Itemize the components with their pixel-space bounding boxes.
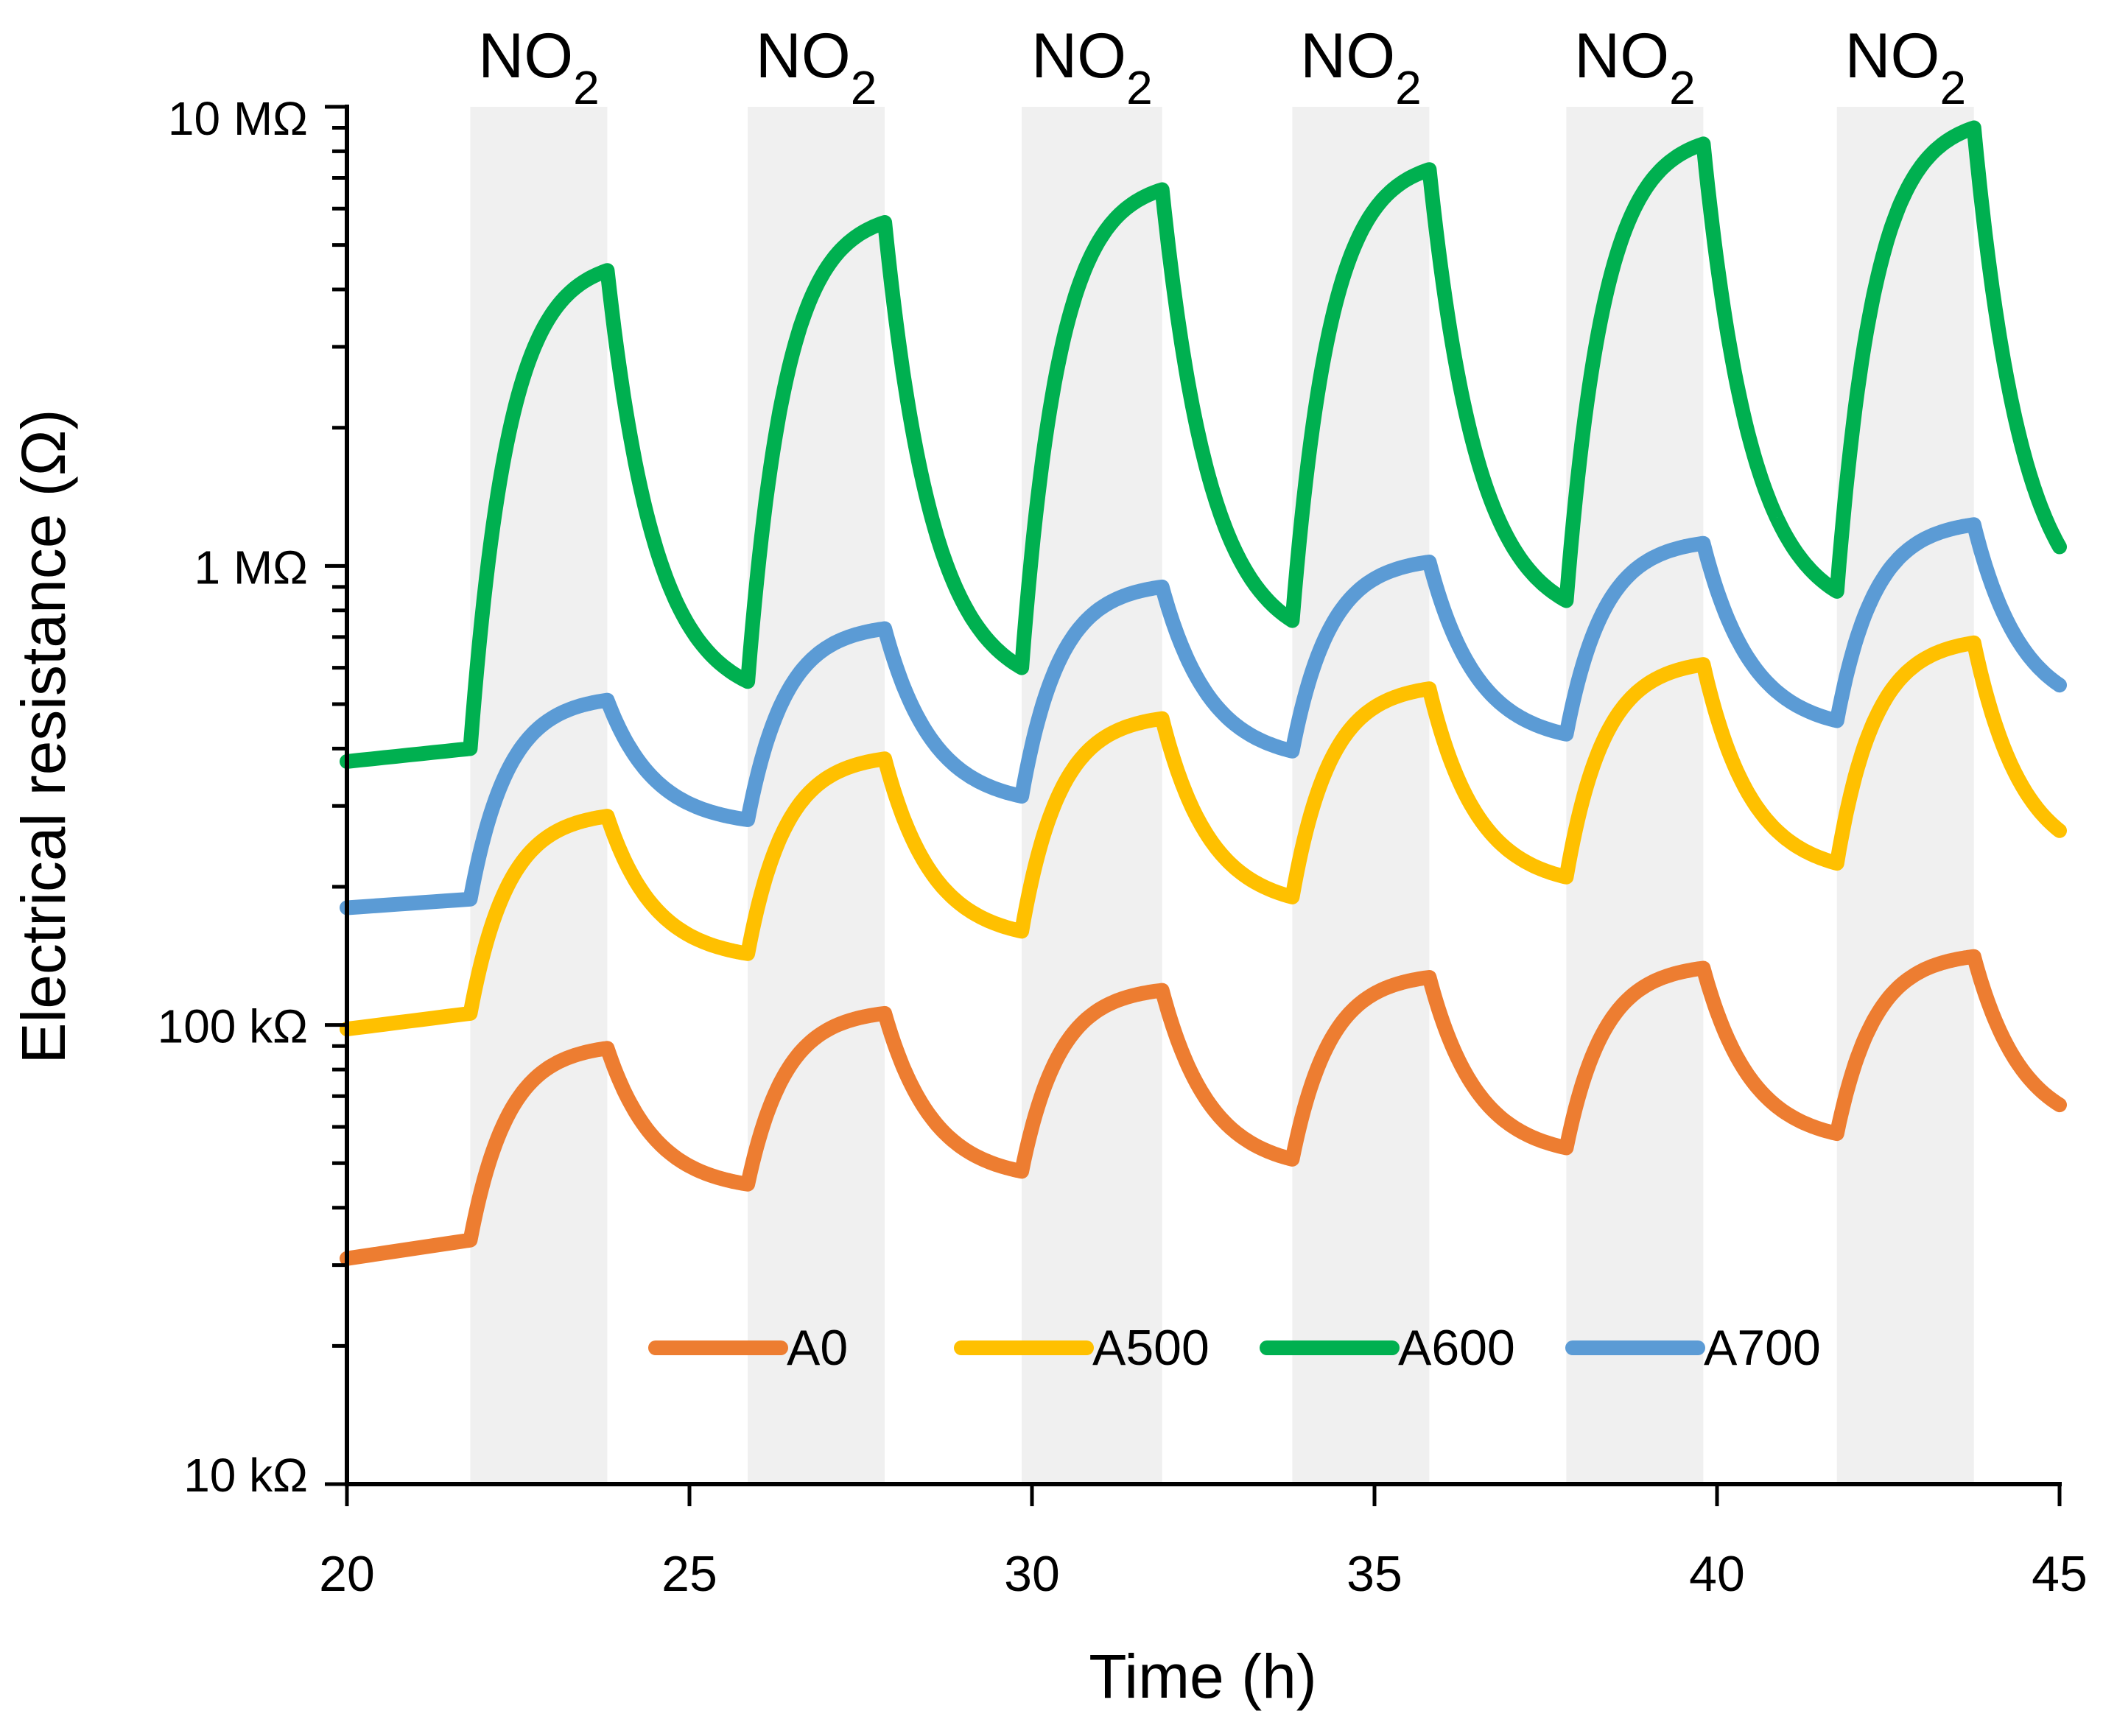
series-lines <box>340 120 2067 1266</box>
y-tick-label: 10 MΩ <box>168 92 308 145</box>
y-tick-label: 10 kΩ <box>183 1449 308 1502</box>
x-tick-label: 45 <box>2032 1546 2088 1602</box>
y-ticks: 10 kΩ 100 kΩ 1 MΩ 10 MΩ <box>158 92 347 1502</box>
series-line-a500 <box>340 635 2067 1037</box>
series-line-a600 <box>340 120 2067 769</box>
exposure-label: NO2 <box>1574 21 1696 114</box>
x-ticks: 20 25 30 35 40 45 <box>319 1484 2088 1602</box>
x-tick-label: 20 <box>319 1546 375 1602</box>
y-tick-label: 100 kΩ <box>158 1000 308 1053</box>
exposure-labels: NO2 NO2 NO2 NO2 NO2 NO2 <box>478 21 1966 114</box>
x-tick-label: 40 <box>1689 1546 1745 1602</box>
x-tick-label: 30 <box>1004 1546 1060 1602</box>
series-line-a0 <box>340 949 2067 1266</box>
exposure-label: NO2 <box>756 21 877 114</box>
exposure-label: NO2 <box>478 21 600 114</box>
y-tick-label: 1 MΩ <box>194 541 308 594</box>
exposure-band <box>1022 107 1162 1484</box>
legend-label-a0: A0 <box>787 1320 848 1376</box>
exposure-label: NO2 <box>1031 21 1153 114</box>
legend-label-a600: A600 <box>1398 1320 1515 1376</box>
exposure-label: NO2 <box>1844 21 1966 114</box>
series-line-a700 <box>340 517 2067 916</box>
y-axis-label: Electrical resistance (Ω) <box>9 409 78 1064</box>
exposure-label: NO2 <box>1300 21 1422 114</box>
x-tick-label: 35 <box>1347 1546 1402 1602</box>
axes: 10 kΩ 100 kΩ 1 MΩ 10 MΩ 20 25 30 35 40 45 <box>158 92 2088 1602</box>
x-axis-label: Time (h) <box>1089 1642 1317 1711</box>
legend: A0 A500 A600 A700 <box>648 1320 1821 1376</box>
legend-label-a500: A500 <box>1092 1320 1210 1376</box>
legend-label-a700: A700 <box>1704 1320 1821 1376</box>
x-tick-label: 25 <box>661 1546 717 1602</box>
